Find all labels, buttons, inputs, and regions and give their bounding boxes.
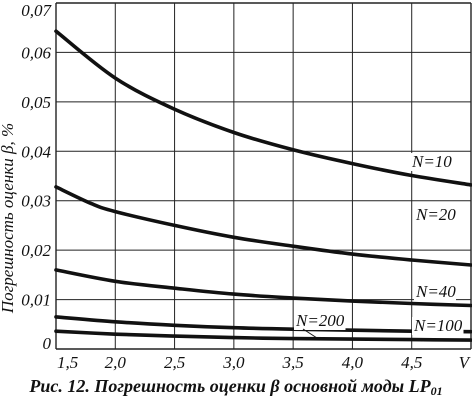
- series-label: N=100: [413, 316, 463, 335]
- y-tick-label: 0: [43, 334, 52, 353]
- series-labels: N=10 N=20 N=40 N=100 N=200: [294, 152, 464, 340]
- series-label: N=40: [415, 282, 456, 301]
- series-label-leader: [302, 328, 319, 340]
- series-lines: [54, 29, 472, 342]
- x-tick-label: 1,5: [57, 353, 78, 372]
- series-line: [54, 268, 472, 308]
- x-tick-label: 2,0: [105, 353, 127, 372]
- x-tick-label: 3,0: [222, 353, 245, 372]
- y-tick-label: 0,01: [21, 291, 51, 310]
- x-tick-label: 3,5: [282, 353, 304, 372]
- caption-subscript: 01: [430, 384, 443, 398]
- series-label: N=10: [411, 152, 452, 171]
- figure-caption: Рис. 12. Погрешность оценки β основной м…: [0, 376, 472, 399]
- y-tick-label: 0,06: [21, 43, 51, 62]
- caption-text: Рис. 12. Погрешность оценки β основной м…: [29, 376, 431, 396]
- tick-labels: 1,5 2,0 2,5 3,0 3,5 4,0 4,5 V 0 0,01 0,02 0,03 0,04 0…: [21, 1, 471, 372]
- grid: [55, 2, 472, 350]
- y-tick-label: 0,02: [21, 241, 51, 260]
- series-label: N=20: [415, 205, 456, 224]
- series-line: [54, 315, 472, 334]
- y-tick-label: 0,07: [21, 1, 52, 20]
- y-tick-label: 0,03: [21, 192, 51, 211]
- series-line: [54, 185, 472, 267]
- series-label-background: [414, 283, 456, 301]
- series-label-background: [414, 206, 456, 224]
- series-label-background: [410, 153, 452, 171]
- y-tick-label: 0,04: [21, 142, 51, 161]
- x-tick-label: 4,0: [342, 353, 364, 372]
- x-tick-label: V: [459, 353, 472, 372]
- series-line: [54, 29, 472, 187]
- series-label-background: [294, 312, 346, 330]
- series-label-background: [412, 317, 464, 335]
- x-tick-label: 4,5: [401, 353, 422, 372]
- series-line: [54, 329, 472, 342]
- y-tick-label: 0,05: [21, 93, 51, 112]
- y-axis-label: Погрешность оценки β, %: [0, 123, 17, 314]
- series-label: N=200: [295, 311, 345, 330]
- x-tick-label: 2,5: [164, 353, 185, 372]
